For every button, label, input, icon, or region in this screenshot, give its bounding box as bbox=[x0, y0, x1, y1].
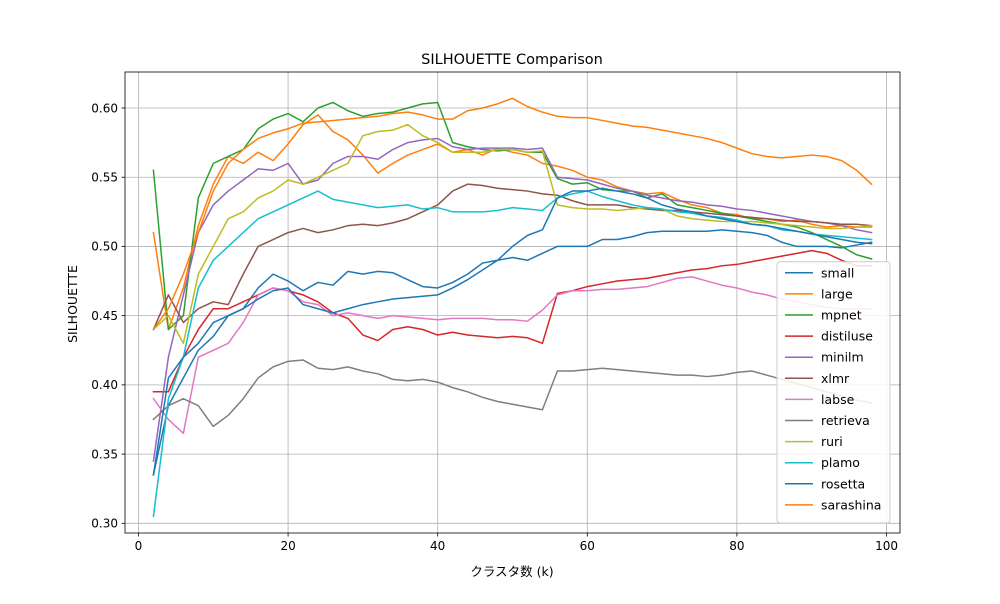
series-line-sarashina bbox=[152, 97, 873, 331]
x-axis-label: クラスタ数 (k) bbox=[470, 564, 553, 579]
legend-label-rosetta: rosetta bbox=[821, 476, 865, 491]
series-line-minilm bbox=[152, 137, 873, 462]
series-line-labse bbox=[152, 276, 873, 435]
x-tick-label: 80 bbox=[729, 539, 744, 553]
series-line-rosetta bbox=[152, 187, 873, 476]
legend-label-retrieva: retrieva bbox=[821, 413, 870, 428]
y-axis-label: SILHOUETTE bbox=[65, 265, 80, 343]
plot-frame bbox=[124, 71, 901, 534]
y-tick-label: 0.50 bbox=[91, 240, 118, 254]
y-tick-label: 0.35 bbox=[91, 447, 118, 461]
series-line-xlmr bbox=[152, 183, 873, 331]
x-tick-label: 100 bbox=[875, 539, 898, 553]
legend-label-ruri: ruri bbox=[821, 434, 843, 449]
y-tick-label: 0.40 bbox=[91, 378, 118, 392]
x-tick-label: 40 bbox=[430, 539, 445, 553]
axes: 0 20 40 60 80 100 0.30 0.35 0.40 0.45 0.50 0.55 0.60 bbox=[91, 71, 901, 553]
legend-label-sarashina: sarashina bbox=[821, 497, 881, 512]
legend-label-minilm: minilm bbox=[821, 350, 864, 365]
x-tick-label: 20 bbox=[280, 539, 295, 553]
legend-label-distiluse: distiluse bbox=[821, 329, 873, 344]
legend-label-small: small bbox=[821, 265, 854, 280]
series-lines bbox=[152, 97, 873, 518]
series-line-ruri bbox=[152, 123, 873, 345]
legend-box bbox=[776, 261, 891, 524]
legend-label-xlmr: xlmr bbox=[821, 371, 850, 386]
legend: small large mpnet distiluse minilm xlmr labse r… bbox=[776, 261, 891, 524]
series-line-small bbox=[152, 229, 873, 476]
chart-title: SILHOUETTE Comparison bbox=[421, 52, 603, 68]
legend-label-mpnet: mpnet bbox=[821, 308, 862, 323]
series-line-retrieva bbox=[152, 359, 873, 428]
legend-label-large: large bbox=[821, 286, 853, 301]
legend-label-plamo: plamo bbox=[821, 455, 860, 470]
y-tick-label: 0.55 bbox=[91, 171, 118, 185]
x-tick-label: 0 bbox=[135, 539, 143, 553]
y-tick-label: 0.30 bbox=[91, 517, 118, 531]
legend-label-labse: labse bbox=[821, 392, 855, 407]
y-tick-label: 0.45 bbox=[91, 309, 118, 323]
y-tick-label: 0.60 bbox=[91, 101, 118, 115]
x-tick-label: 60 bbox=[580, 539, 595, 553]
